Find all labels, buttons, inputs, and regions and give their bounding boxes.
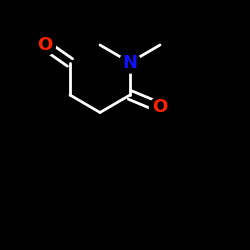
Text: O: O xyxy=(38,36,52,54)
Circle shape xyxy=(34,34,56,56)
Text: O: O xyxy=(152,98,168,116)
Circle shape xyxy=(150,97,171,118)
Text: N: N xyxy=(122,54,138,72)
Circle shape xyxy=(120,52,141,73)
